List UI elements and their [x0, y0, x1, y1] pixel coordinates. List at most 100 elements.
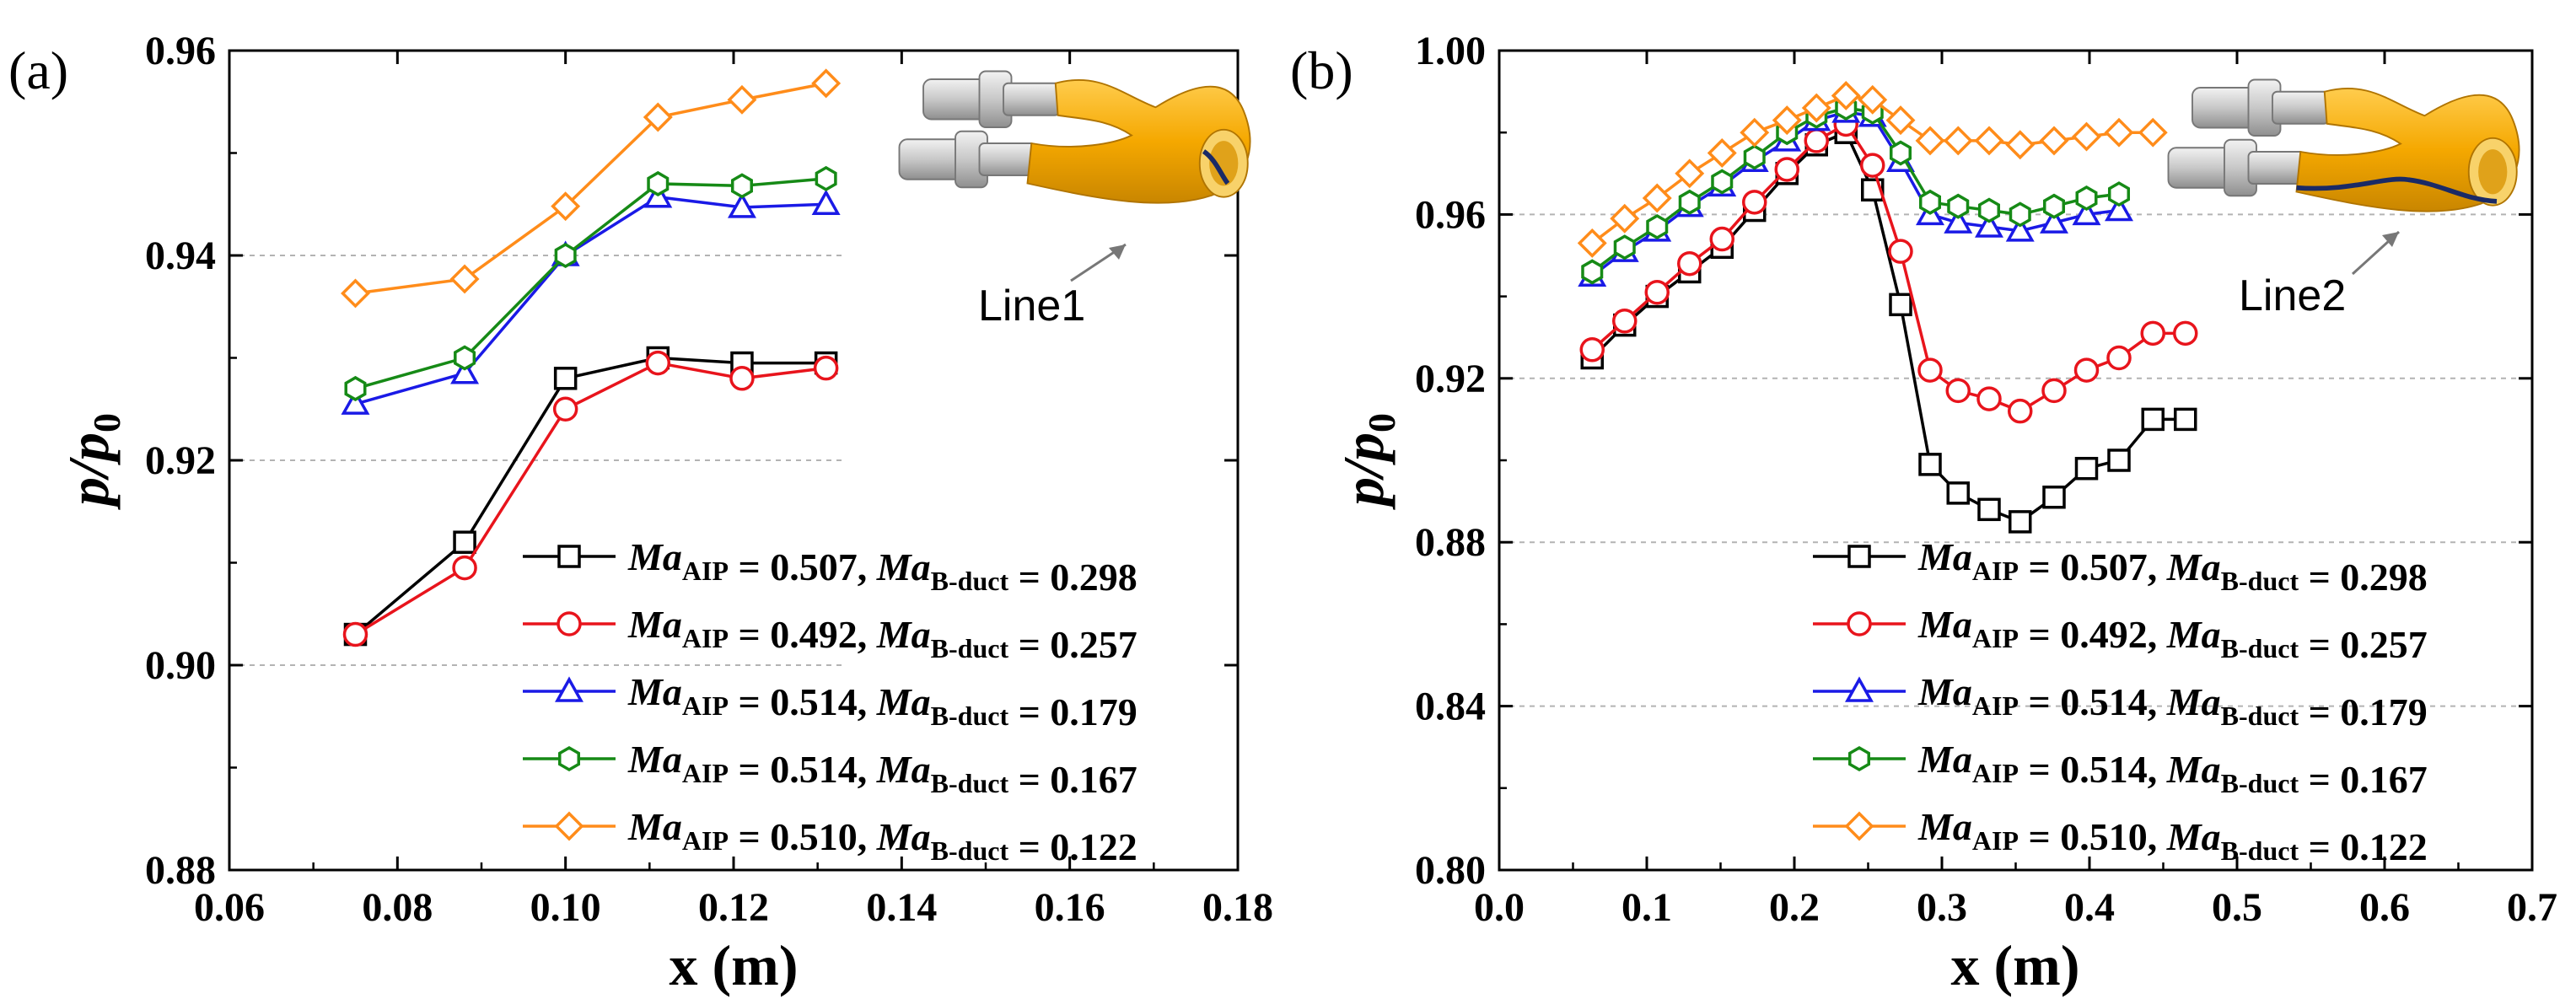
series-line — [354, 356, 826, 636]
x-tick-label: 0.3 — [1917, 885, 1967, 930]
data-point — [1889, 140, 1912, 166]
y-tick-label: 0.96 — [1415, 192, 1486, 237]
series-line — [355, 177, 826, 390]
data-point — [1976, 386, 2002, 411]
data-point — [730, 173, 753, 199]
data-point — [645, 350, 671, 376]
data-point — [2138, 117, 2168, 148]
y-axis-title: p/p0 — [56, 413, 128, 510]
chart-panel-a: 0.06 0.08 0.10 0.12 0.14 0.16 0.18 0.88 0.90 0.92… — [8, 29, 1273, 997]
data-point — [1918, 189, 1942, 215]
data-point — [2107, 448, 2131, 472]
legend-entry: MaAIP = 0.514, MaB-duct = 0.167 — [627, 738, 1137, 801]
data-point — [1675, 158, 1705, 189]
data-point — [2072, 199, 2101, 226]
y-tick-label: 0.94 — [145, 234, 216, 278]
data-point — [1612, 309, 1638, 334]
data-point — [1946, 481, 1970, 505]
legend-entry: MaAIP = 0.514, MaB-duct = 0.167 — [1917, 738, 2428, 801]
data-point — [1801, 93, 1831, 123]
legend-entry: MaAIP = 0.510, MaB-duct = 0.122 — [627, 805, 1137, 868]
chart-panel-b: 0.0 0.1 0.2 0.3 0.4 0.5 0.6 0.7 0.80 0.84 0.88 0.92… — [1290, 29, 2557, 997]
data-point — [2042, 485, 2066, 509]
data-point — [1945, 378, 1971, 404]
data-point — [452, 555, 477, 581]
arrow-head — [2382, 232, 2399, 247]
x-axis-title: x (m) — [670, 933, 799, 997]
data-point — [2106, 345, 2132, 371]
data-point — [2009, 510, 2032, 534]
data-point — [2105, 195, 2133, 222]
inset-line-label: Line1 — [978, 282, 1085, 330]
data-point — [2009, 201, 2031, 228]
data-point — [1707, 138, 1737, 168]
data-point — [453, 530, 476, 554]
data-point — [643, 102, 673, 132]
data-point — [1642, 183, 1672, 213]
x-tick-label: 0.4 — [2064, 885, 2115, 930]
measurement-line-2 — [2296, 176, 2498, 204]
data-point — [2173, 320, 2198, 346]
data-point — [1944, 207, 1973, 234]
data-point — [2073, 357, 2100, 383]
y-tick-label: 0.88 — [1415, 520, 1486, 565]
data-point — [727, 84, 757, 115]
data-point — [1740, 117, 1770, 148]
data-point — [1947, 193, 1970, 219]
data-point — [342, 621, 368, 647]
data-point — [454, 345, 476, 371]
series-1 — [343, 346, 838, 647]
data-point — [1831, 80, 1861, 110]
data-point — [1804, 128, 1829, 153]
data-point — [1774, 157, 1799, 182]
data-point — [1644, 279, 1670, 305]
data-point — [2074, 456, 2099, 481]
duct-illustration — [2167, 78, 2520, 212]
data-point — [2174, 407, 2197, 432]
data-point — [2107, 181, 2131, 207]
series-2 — [342, 350, 839, 647]
data-point — [1610, 203, 1640, 234]
legend-entry: MaAIP = 0.492, MaB-duct = 0.257 — [627, 603, 1137, 666]
data-point — [2141, 407, 2165, 432]
duct-illustration-image — [898, 70, 1251, 204]
data-point — [553, 367, 578, 390]
data-point — [2042, 193, 2066, 219]
series-line — [355, 195, 826, 406]
data-point — [1646, 213, 1669, 240]
data-point — [1743, 144, 1766, 170]
data-point — [2075, 185, 2098, 211]
data-point — [1918, 453, 1942, 476]
data-point — [2072, 121, 2101, 152]
x-tick-label: 0.06 — [194, 885, 265, 930]
x-tick-label: 0.08 — [362, 885, 433, 930]
data-point — [1742, 190, 1767, 215]
series-5 — [1577, 80, 2168, 258]
y-tick-label: 0.88 — [145, 848, 216, 893]
data-point — [1772, 105, 1802, 136]
x-tick-label: 0.18 — [1202, 885, 1273, 930]
data-point — [1677, 250, 1702, 277]
data-point — [1860, 153, 1885, 178]
legend-entry: MaAIP = 0.492, MaB-duct = 0.257 — [1917, 603, 2428, 666]
legend-marker — [557, 545, 581, 568]
legend-entry: MaAIP = 0.507, MaB-duct = 0.298 — [627, 535, 1137, 599]
data-point — [811, 68, 842, 99]
data-point — [1977, 197, 2001, 223]
data-point — [2008, 398, 2033, 424]
x-tick-label: 0.0 — [1474, 885, 1525, 930]
x-tick-label: 0.10 — [530, 885, 601, 930]
data-point — [815, 165, 837, 191]
y-tick-label: 0.84 — [1415, 685, 1486, 729]
data-point — [551, 191, 581, 222]
data-point — [727, 192, 756, 218]
data-point — [2140, 320, 2165, 346]
data-point — [449, 264, 480, 294]
legend-marker — [1847, 545, 1871, 568]
y-tick-label: 0.92 — [145, 438, 216, 483]
legend-entry: MaAIP = 0.507, MaB-duct = 0.298 — [1917, 535, 2428, 599]
data-point — [2104, 117, 2134, 148]
legend-marker — [554, 811, 584, 841]
